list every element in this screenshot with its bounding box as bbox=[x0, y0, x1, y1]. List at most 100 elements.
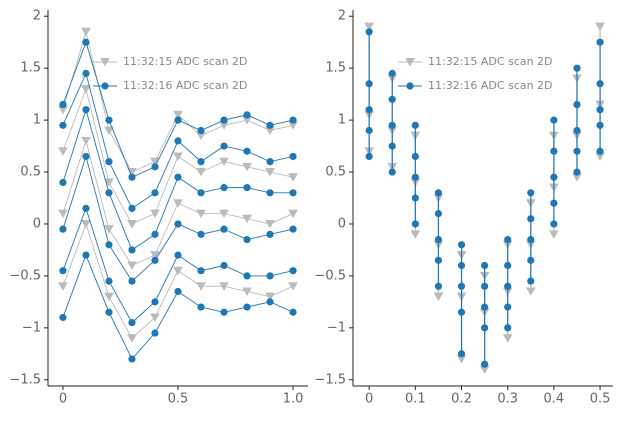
circle-marker bbox=[481, 324, 489, 332]
circle-marker bbox=[289, 267, 297, 275]
legend-label: 11:32:15 ADC scan 2D bbox=[428, 55, 553, 68]
triangle-marker bbox=[58, 282, 68, 291]
circle-marker bbox=[101, 82, 109, 90]
triangle-marker bbox=[242, 214, 252, 224]
triangle-marker bbox=[525, 287, 536, 296]
triangle-marker bbox=[410, 230, 421, 239]
circle-marker bbox=[59, 100, 67, 109]
legend-label: 11:32:16 ADC scan 2D bbox=[123, 79, 248, 92]
y-tick-label: 0.5 bbox=[325, 165, 346, 180]
circle-marker bbox=[527, 215, 535, 223]
circle-marker bbox=[243, 111, 251, 119]
circle-marker bbox=[151, 256, 159, 264]
circle-marker bbox=[151, 329, 159, 337]
y-tick-label: 1.5 bbox=[20, 61, 41, 76]
circle-marker bbox=[197, 267, 205, 275]
circle-marker bbox=[365, 28, 373, 36]
triangle-marker bbox=[81, 219, 91, 229]
triangle-marker bbox=[196, 282, 206, 291]
circle-marker bbox=[550, 199, 558, 207]
circle-marker bbox=[388, 168, 396, 176]
circle-marker bbox=[457, 241, 466, 249]
y-tick-label: 0 bbox=[338, 216, 346, 231]
x-tick-label: 1.0 bbox=[283, 392, 304, 407]
circle-marker bbox=[128, 173, 136, 181]
circle-marker bbox=[220, 225, 228, 233]
triangle-marker bbox=[265, 168, 275, 177]
circle-marker bbox=[406, 82, 414, 90]
circle-marker bbox=[266, 189, 274, 197]
triangle-marker bbox=[150, 313, 160, 322]
circle-marker bbox=[59, 178, 67, 187]
circle-marker bbox=[266, 158, 274, 166]
y-tick-label: 1 bbox=[338, 113, 346, 128]
circle-marker bbox=[573, 100, 581, 109]
circle-marker bbox=[266, 230, 274, 238]
circle-marker bbox=[151, 230, 159, 238]
triangle-marker bbox=[433, 292, 444, 302]
circle-marker bbox=[596, 80, 604, 88]
x-tick-label: 0.1 bbox=[405, 392, 426, 407]
circle-marker bbox=[243, 147, 251, 155]
circle-marker bbox=[434, 209, 443, 218]
triangle-marker bbox=[242, 162, 252, 172]
circle-marker bbox=[411, 121, 419, 129]
circle-marker bbox=[457, 308, 466, 316]
triangle-marker bbox=[196, 168, 206, 177]
circle-marker bbox=[59, 267, 67, 275]
x-tick-label: 0 bbox=[59, 392, 67, 407]
circle-marker bbox=[388, 142, 396, 150]
triangle-marker bbox=[173, 152, 183, 161]
circle-marker bbox=[411, 173, 419, 181]
circle-marker bbox=[105, 116, 113, 124]
y-tick-label: −0.5 bbox=[314, 268, 346, 283]
triangle-marker bbox=[265, 292, 275, 302]
circle-marker bbox=[481, 261, 489, 270]
circle-marker bbox=[527, 189, 535, 197]
triangle-marker bbox=[81, 84, 91, 94]
legend-label: 11:32:15 ADC scan 2D bbox=[123, 55, 248, 68]
row-line bbox=[62, 222, 294, 339]
circle-marker bbox=[197, 158, 205, 166]
legend-label: 11:32:16 ADC scan 2D bbox=[428, 79, 553, 92]
circle-marker bbox=[481, 282, 489, 290]
y-tick-label: −1 bbox=[327, 320, 346, 335]
circle-marker bbox=[573, 168, 581, 176]
circle-marker bbox=[527, 277, 535, 285]
x-tick-label: 0.5 bbox=[590, 392, 611, 407]
circle-marker bbox=[457, 282, 466, 290]
circle-marker bbox=[266, 121, 274, 129]
triangle-marker bbox=[219, 209, 229, 219]
circle-marker bbox=[220, 261, 228, 270]
circle-marker bbox=[82, 204, 90, 212]
circle-marker bbox=[411, 152, 419, 161]
circle-marker bbox=[411, 220, 419, 228]
triangle-marker bbox=[150, 209, 160, 219]
y-tick-label: 1.5 bbox=[325, 61, 346, 76]
circle-marker bbox=[550, 147, 558, 155]
circle-marker bbox=[550, 173, 558, 181]
circle-marker bbox=[128, 204, 136, 212]
circle-marker bbox=[457, 350, 466, 358]
triangle-marker bbox=[100, 58, 110, 67]
circle-marker bbox=[220, 308, 228, 316]
y-tick-label: −1.5 bbox=[314, 372, 346, 387]
circle-marker bbox=[596, 106, 604, 114]
circle-marker bbox=[596, 147, 604, 155]
circle-marker bbox=[504, 261, 512, 270]
triangle-marker bbox=[127, 261, 137, 271]
circle-marker bbox=[105, 189, 113, 197]
triangle-marker bbox=[58, 209, 68, 219]
circle-marker bbox=[220, 142, 228, 150]
triangle-marker bbox=[364, 22, 375, 32]
circle-marker bbox=[59, 121, 67, 129]
circle-marker bbox=[481, 303, 489, 311]
circle-marker bbox=[174, 287, 182, 296]
triangle-marker bbox=[405, 58, 415, 67]
circle-marker bbox=[434, 235, 443, 244]
circle-marker bbox=[504, 235, 512, 244]
circle-marker bbox=[243, 272, 251, 280]
circle-marker bbox=[289, 308, 297, 316]
circle-marker bbox=[573, 64, 581, 72]
